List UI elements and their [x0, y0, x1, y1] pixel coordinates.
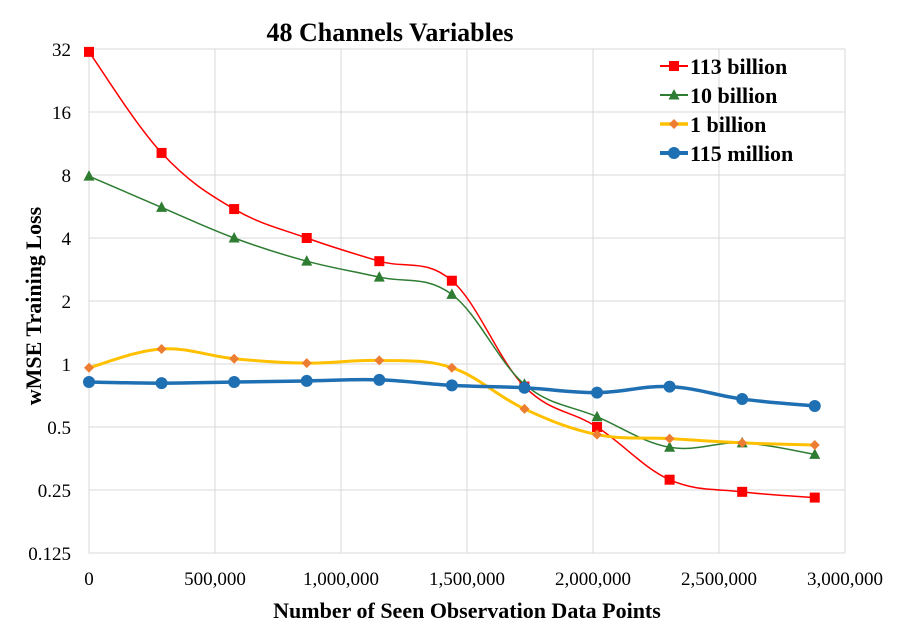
data-point-10-billion — [228, 232, 240, 243]
data-point-115-million — [663, 380, 676, 393]
y-tick-label: 32 — [52, 40, 71, 61]
data-point-115-million — [518, 381, 531, 394]
series-113-billion — [84, 46, 820, 503]
data-point-1-billion — [301, 358, 312, 369]
x-tick-label: 500,000 — [184, 569, 246, 590]
y-axis-title: wMSE Training Loss — [21, 206, 46, 405]
data-point-1-billion — [664, 433, 675, 444]
data-point-115-million — [808, 399, 821, 412]
chart-title: 48 Channels Variables — [266, 18, 513, 47]
y-tick-label: 0.125 — [28, 544, 71, 565]
data-point-115-million — [228, 376, 241, 389]
data-point-113-billion — [592, 422, 603, 432]
legend: 113 billion 10 billion 1 billion 115 millio… — [660, 54, 793, 166]
series-115-million — [83, 373, 821, 412]
legend-label-1-billion: 1 billion — [690, 112, 766, 137]
legend-label-115-million: 115 million — [690, 141, 793, 166]
x-tick-label: 0 — [84, 569, 94, 590]
legend-marker-1-billion — [669, 119, 679, 129]
x-tick-label: 3,000,000 — [807, 569, 883, 590]
legend-label-10-billion: 10 billion — [690, 83, 777, 108]
data-point-10-billion — [83, 170, 95, 181]
data-point-113-billion — [229, 204, 240, 215]
data-point-113-billion — [374, 256, 385, 267]
x-axis-title: Number of Seen Observation Data Points — [273, 598, 661, 623]
series-layer — [83, 46, 821, 503]
data-point-1-billion — [374, 355, 385, 366]
data-point-115-million — [300, 374, 313, 387]
y-tick-label: 0.5 — [47, 418, 71, 439]
grid — [88, 48, 846, 554]
data-point-1-billion — [737, 437, 748, 448]
data-point-115-million — [445, 379, 458, 392]
series-10-billion — [83, 170, 821, 459]
data-point-115-million — [83, 376, 95, 389]
x-tick-label: 2,500,000 — [681, 569, 757, 590]
data-point-113-billion — [301, 233, 312, 243]
data-point-10-billion — [373, 271, 385, 282]
legend-marker-115-million — [668, 147, 680, 159]
data-point-113-billion — [156, 147, 167, 158]
x-tick-label: 1,500,000 — [429, 569, 505, 590]
legend-marker-113-billion — [669, 61, 679, 71]
data-point-10-billion — [301, 255, 313, 266]
data-point-113-billion — [84, 46, 94, 57]
y-tick-label: 16 — [52, 103, 71, 124]
series-line-10-billion — [88, 175, 815, 456]
y-tick-label: 2 — [62, 292, 72, 313]
data-point-10-billion — [809, 448, 821, 459]
data-point-1-billion — [809, 440, 820, 451]
data-point-115-million — [373, 373, 386, 386]
y-tick-label: 1 — [62, 355, 72, 376]
data-point-1-billion — [229, 353, 240, 364]
data-point-1-billion — [446, 362, 457, 373]
data-point-115-million — [155, 377, 168, 390]
data-point-10-billion — [664, 441, 676, 452]
y-tick-label: 8 — [62, 166, 72, 187]
data-point-113-billion — [809, 492, 820, 503]
data-point-113-billion — [737, 486, 748, 497]
data-point-10-billion — [156, 201, 168, 212]
y-tick-label: 4 — [62, 229, 72, 250]
legend-label-113-billion: 113 billion — [690, 54, 787, 79]
legend-marker-10-billion — [668, 89, 680, 100]
data-point-10-billion — [591, 410, 603, 422]
data-point-1-billion — [156, 343, 167, 354]
series-1-billion — [84, 343, 820, 451]
data-point-1-billion — [592, 429, 603, 440]
x-tick-label: 2,000,000 — [555, 569, 631, 590]
data-point-1-billion — [84, 362, 94, 373]
x-tick-label: 1,000,000 — [303, 569, 379, 590]
data-point-115-million — [591, 386, 604, 399]
y-tick-label: 0.25 — [38, 481, 71, 502]
data-point-10-billion — [446, 288, 458, 299]
data-point-115-million — [736, 393, 749, 406]
data-point-113-billion — [664, 474, 675, 485]
tick-layer: 0.125 0.25 0.5 1 2 4 8 16 32 0 500,000 1,000,000 1,5… — [28, 40, 883, 590]
data-point-1-billion — [519, 403, 530, 414]
data-point-113-billion — [446, 275, 457, 286]
